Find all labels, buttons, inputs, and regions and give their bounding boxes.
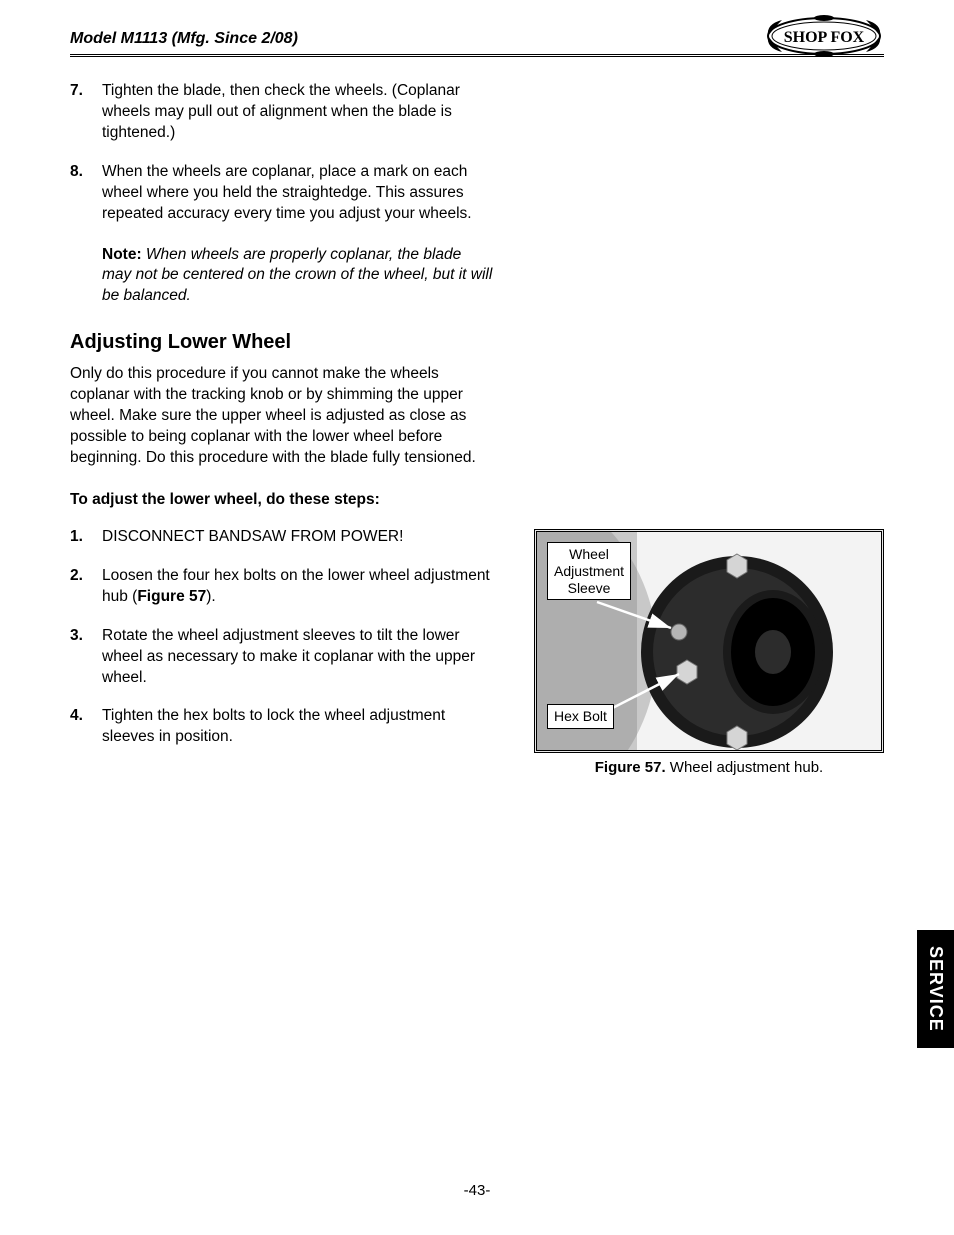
figure-caption-label: Figure 57. — [595, 759, 666, 776]
figure-column: Wheel Adjustment Sleeve Hex Bolt Figure … — [534, 81, 884, 776]
continued-steps-list: 7. Tighten the blade, then check the whe… — [70, 81, 494, 225]
step-number: 8. — [70, 162, 102, 225]
step-number: 4. — [70, 706, 102, 748]
step-number: 3. — [70, 626, 102, 689]
step-text: Tighten the hex bolts to lock the wheel … — [102, 706, 494, 748]
step-text: When the wheels are coplanar, place a ma… — [102, 162, 494, 225]
svg-text:SHOP FOX: SHOP FOX — [784, 29, 865, 46]
step-text: Tighten the blade, then check the wheels… — [102, 81, 494, 144]
brand-logo: SHOP FOX — [764, 14, 884, 63]
steps-lead: To adjust the lower wheel, do these step… — [70, 491, 494, 509]
figure-57-illustration: Wheel Adjustment Sleeve Hex Bolt — [534, 529, 884, 753]
step-item: 7. Tighten the blade, then check the whe… — [70, 81, 494, 144]
callout-sleeve: Wheel Adjustment Sleeve — [547, 542, 631, 600]
callout-bolt: Hex Bolt — [547, 704, 614, 729]
note-block: Note: When wheels are properly coplanar,… — [102, 245, 494, 308]
step-item: 2. Loosen the four hex bolts on the lowe… — [70, 566, 494, 608]
main-text-column: 7. Tighten the blade, then check the whe… — [70, 81, 494, 776]
step-text: Rotate the wheel adjustment sleeves to t… — [102, 626, 494, 689]
figure-caption-text: Wheel adjustment hub. — [666, 759, 824, 776]
figure-caption: Figure 57. Wheel adjustment hub. — [534, 759, 884, 776]
step-item: 4. Tighten the hex bolts to lock the whe… — [70, 706, 494, 748]
step-number: 2. — [70, 566, 102, 608]
step-number: 1. — [70, 527, 102, 548]
figure-reference: Figure 57 — [137, 588, 206, 605]
section-tab: SERVICE — [917, 930, 954, 1048]
step-number: 7. — [70, 81, 102, 144]
step-item: 3. Rotate the wheel adjustment sleeves t… — [70, 626, 494, 689]
note-text: When wheels are properly coplanar, the b… — [102, 246, 492, 305]
section-intro: Only do this procedure if you cannot mak… — [70, 364, 494, 469]
step-text: DISCONNECT BANDSAW FROM POWER! — [102, 527, 494, 548]
step-item: 1. DISCONNECT BANDSAW FROM POWER! — [70, 527, 494, 548]
note-label: Note: — [102, 246, 142, 263]
procedure-steps-list: 1. DISCONNECT BANDSAW FROM POWER! 2. Loo… — [70, 527, 494, 748]
page-header: Model M1113 (Mfg. Since 2/08) — [70, 30, 884, 57]
step-text: Loosen the four hex bolts on the lower w… — [102, 566, 494, 608]
section-heading: Adjusting Lower Wheel — [70, 331, 494, 354]
page-number: -43- — [0, 1182, 954, 1199]
step-item: 8. When the wheels are coplanar, place a… — [70, 162, 494, 225]
model-line: Model M1113 (Mfg. Since 2/08) — [70, 30, 298, 48]
